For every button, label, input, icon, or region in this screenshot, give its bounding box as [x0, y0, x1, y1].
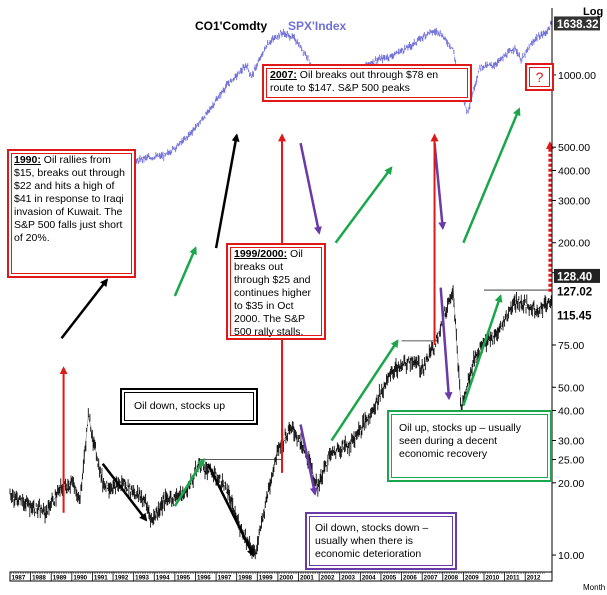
x-tick-label: 2008: [444, 575, 458, 582]
x-tick-label: 2007: [424, 575, 438, 582]
x-tick-label: 1998: [238, 575, 252, 582]
x-tick-label: 2003: [341, 575, 355, 582]
purple-trend-arrow: [299, 142, 322, 235]
green-trend-arrow: [462, 294, 503, 406]
y-tick-label: 200.00: [558, 238, 590, 250]
axes: 1000.00500.00400.00300.00200.00150.0075.…: [9, 8, 600, 582]
month-axis-label: Month: [583, 583, 605, 592]
note-oil-down-stocks-down: Oil down, stocks down – usually when the…: [305, 512, 457, 570]
last-value-label: 128.40: [557, 271, 592, 283]
x-tick-label: 2004: [362, 575, 376, 582]
note-1990-year: 1990:: [14, 154, 41, 166]
oil-down-stocks-down-text: Oil down, stocks down – usually when the…: [315, 522, 429, 560]
note-1990: 1990: Oil rallies from $15, breaks out t…: [7, 149, 136, 278]
note-1999-year: 1999/2000:: [234, 248, 288, 260]
black-trend-arrow: [206, 463, 255, 557]
black-trend-arrow: [101, 463, 148, 522]
x-tick-label: 1995: [176, 575, 190, 582]
trend-arrows: [59, 107, 554, 557]
x-tick-label: 1996: [197, 575, 211, 582]
x-tick-label: 1992: [115, 575, 129, 582]
x-tick-label: 1993: [135, 575, 149, 582]
green-trend-arrow: [330, 339, 399, 442]
x-tick-label: 1999: [259, 575, 273, 582]
note-1990-text: Oil rallies from $15, breaks out through…: [14, 154, 125, 244]
y-tick-label: 20.00: [558, 478, 584, 490]
y-tick-label: 10.00: [558, 550, 584, 562]
y-tick-label: 400.00: [558, 165, 590, 177]
last-value-tag: [554, 16, 600, 31]
oil-up-stocks-up-text: Oil up, stocks up – usually seen during …: [399, 422, 521, 460]
oil-down-stocks-up-text: Oil down, stocks up: [134, 400, 226, 412]
x-tick-label: 2005: [382, 575, 396, 582]
x-tick-label: 1988: [32, 575, 46, 582]
note-1999-2000: 1999/2000: Oil breaks out through $25 an…: [226, 243, 326, 340]
purple-trend-arrow: [433, 142, 447, 231]
black-trend-arrow: [60, 278, 109, 340]
green-trend-arrow: [173, 457, 205, 507]
question-mark: ?: [535, 69, 544, 85]
y-tick-label: 30.00: [558, 436, 584, 448]
purple-trend-arrow: [439, 287, 453, 401]
note-1999-text: Oil breaks out through $25 and continues…: [234, 248, 312, 338]
x-tick-label: 2002: [321, 575, 335, 582]
y-tick-label: 40.00: [558, 406, 584, 418]
green-trend-arrow: [173, 246, 197, 297]
log-scale-label: Log: [583, 6, 603, 18]
note-2007-year: 2007:: [270, 69, 297, 81]
black-trend-arrow: [214, 133, 240, 249]
y-tick-label: 500.00: [558, 142, 590, 154]
x-tick-label: 2011: [506, 575, 520, 582]
x-tick-label: 1990: [73, 575, 87, 582]
last-value-label: 115.45: [557, 311, 592, 323]
x-tick-label: 2012: [527, 575, 541, 582]
note-2007: 2007: Oil breaks out through $78 en rout…: [262, 64, 472, 102]
last-value-tag: [554, 308, 600, 323]
green-trend-arrow: [462, 107, 521, 244]
last-value-tag: [554, 268, 600, 283]
x-tick-label: 2006: [403, 575, 417, 582]
grid-lines: [199, 289, 552, 460]
title-oil: CO1'Comdty: [195, 19, 268, 33]
y-tick-label: 50.00: [558, 382, 584, 394]
last-value-label: 127.02: [557, 287, 592, 299]
last-value-tag: [554, 284, 600, 299]
x-tick-label: 1994: [156, 575, 170, 582]
x-tick-label: 1987: [12, 575, 26, 582]
green-trend-arrow: [334, 166, 393, 244]
y-tick-label: 75.00: [558, 340, 584, 352]
y-tick-label: 300.00: [558, 195, 590, 207]
x-tick-label: 1991: [94, 575, 108, 582]
question-box: ?: [525, 63, 554, 91]
x-tick-label: 2000: [279, 575, 293, 582]
y-tick-label: 1000.00: [558, 70, 596, 82]
note-oil-down-stocks-up: Oil down, stocks up: [120, 388, 258, 425]
x-tick-label: 2010: [485, 575, 499, 582]
x-tick-label: 1997: [218, 575, 232, 582]
x-tick-label: 2009: [465, 575, 479, 582]
purple-trend-arrow: [299, 424, 318, 496]
x-tick-label: 1989: [53, 575, 67, 582]
x-tick-label: 2001: [300, 575, 314, 582]
note-oil-up-stocks-up: Oil up, stocks up – usually seen during …: [387, 410, 552, 482]
oil-price-bars: [9, 285, 552, 560]
note-2007-text: Oil breaks out through $78 en route to $…: [270, 69, 439, 94]
title-spx: SPX'Index: [288, 19, 347, 33]
last-value-label: 1638.32: [557, 19, 599, 31]
y-tick-label: 25.00: [558, 455, 584, 467]
